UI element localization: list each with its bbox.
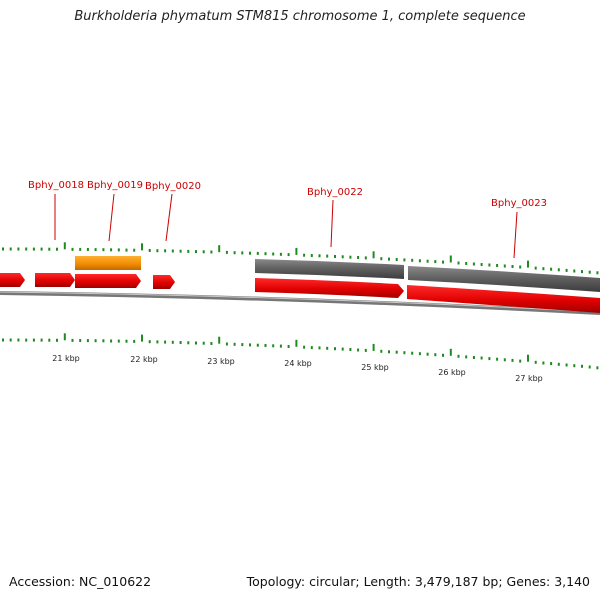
- sequence-backbone: [0, 291, 600, 315]
- scale-label-24kbp: 24 kbp: [284, 359, 312, 368]
- scale-label-21kbp: 21 kbp: [52, 354, 80, 363]
- accession-text: Accession: NC_010622: [9, 574, 152, 589]
- gene-label-bphy-0018[interactable]: Bphy_0018: [28, 180, 84, 191]
- scale-labels: 21 kbp 22 kbp 23 kbp 24 kbp 25 kbp 26 kb…: [52, 354, 543, 383]
- feature-track: [0, 256, 600, 313]
- scale-label-25kbp: 25 kbp: [361, 363, 389, 372]
- gene-feature-bphy-0019[interactable]: [75, 256, 141, 270]
- gene-feature-bphy-0022[interactable]: [255, 259, 404, 279]
- gene-label-bphy-0022[interactable]: Bphy_0022: [307, 187, 363, 198]
- leader-line-bphy-0020: [165, 193, 173, 242]
- cds-feature-arrow-bphy-0020[interactable]: [153, 275, 175, 289]
- cds-feature-arrow-bphy-0022[interactable]: [255, 278, 404, 298]
- leader-line-bphy-0022: [330, 199, 334, 248]
- gene-label-bphy-0019[interactable]: Bphy_0019: [87, 180, 143, 191]
- leader-line-bphy-0023: [513, 211, 518, 259]
- lower-tick-row: [2, 333, 599, 370]
- gene-feature-bphy-0023[interactable]: [408, 266, 600, 292]
- scale-label-23kbp: 23 kbp: [207, 357, 235, 366]
- gene-label-bphy-0020[interactable]: Bphy_0020: [145, 181, 201, 192]
- leader-line-bphy-0019: [108, 193, 115, 242]
- sequence-backbone-highlight: [0, 291, 600, 313]
- label-leader-lines: [54, 193, 518, 259]
- scale-label-27kbp: 27 kbp: [515, 374, 543, 383]
- cds-feature-arrow-bphy-0023[interactable]: [407, 285, 600, 313]
- scale-label-22kbp: 22 kbp: [130, 355, 158, 364]
- gene-labels: Bphy_0018 Bphy_0019 Bphy_0020 Bphy_0022 …: [28, 180, 547, 209]
- cds-feature-arrow[interactable]: [0, 273, 25, 287]
- gene-label-bphy-0023[interactable]: Bphy_0023: [491, 198, 547, 209]
- scale-label-26kbp: 26 kbp: [438, 368, 466, 377]
- cds-feature-arrow-bphy-0019[interactable]: [75, 274, 141, 288]
- genome-summary-text: Topology: circular; Length: 3,479,187 bp…: [246, 574, 590, 589]
- cds-feature-arrow-bphy-0018[interactable]: [35, 273, 75, 287]
- upper-tick-row: [2, 242, 599, 275]
- map-title: Burkholderia phymatum STM815 chromosome …: [74, 9, 526, 24]
